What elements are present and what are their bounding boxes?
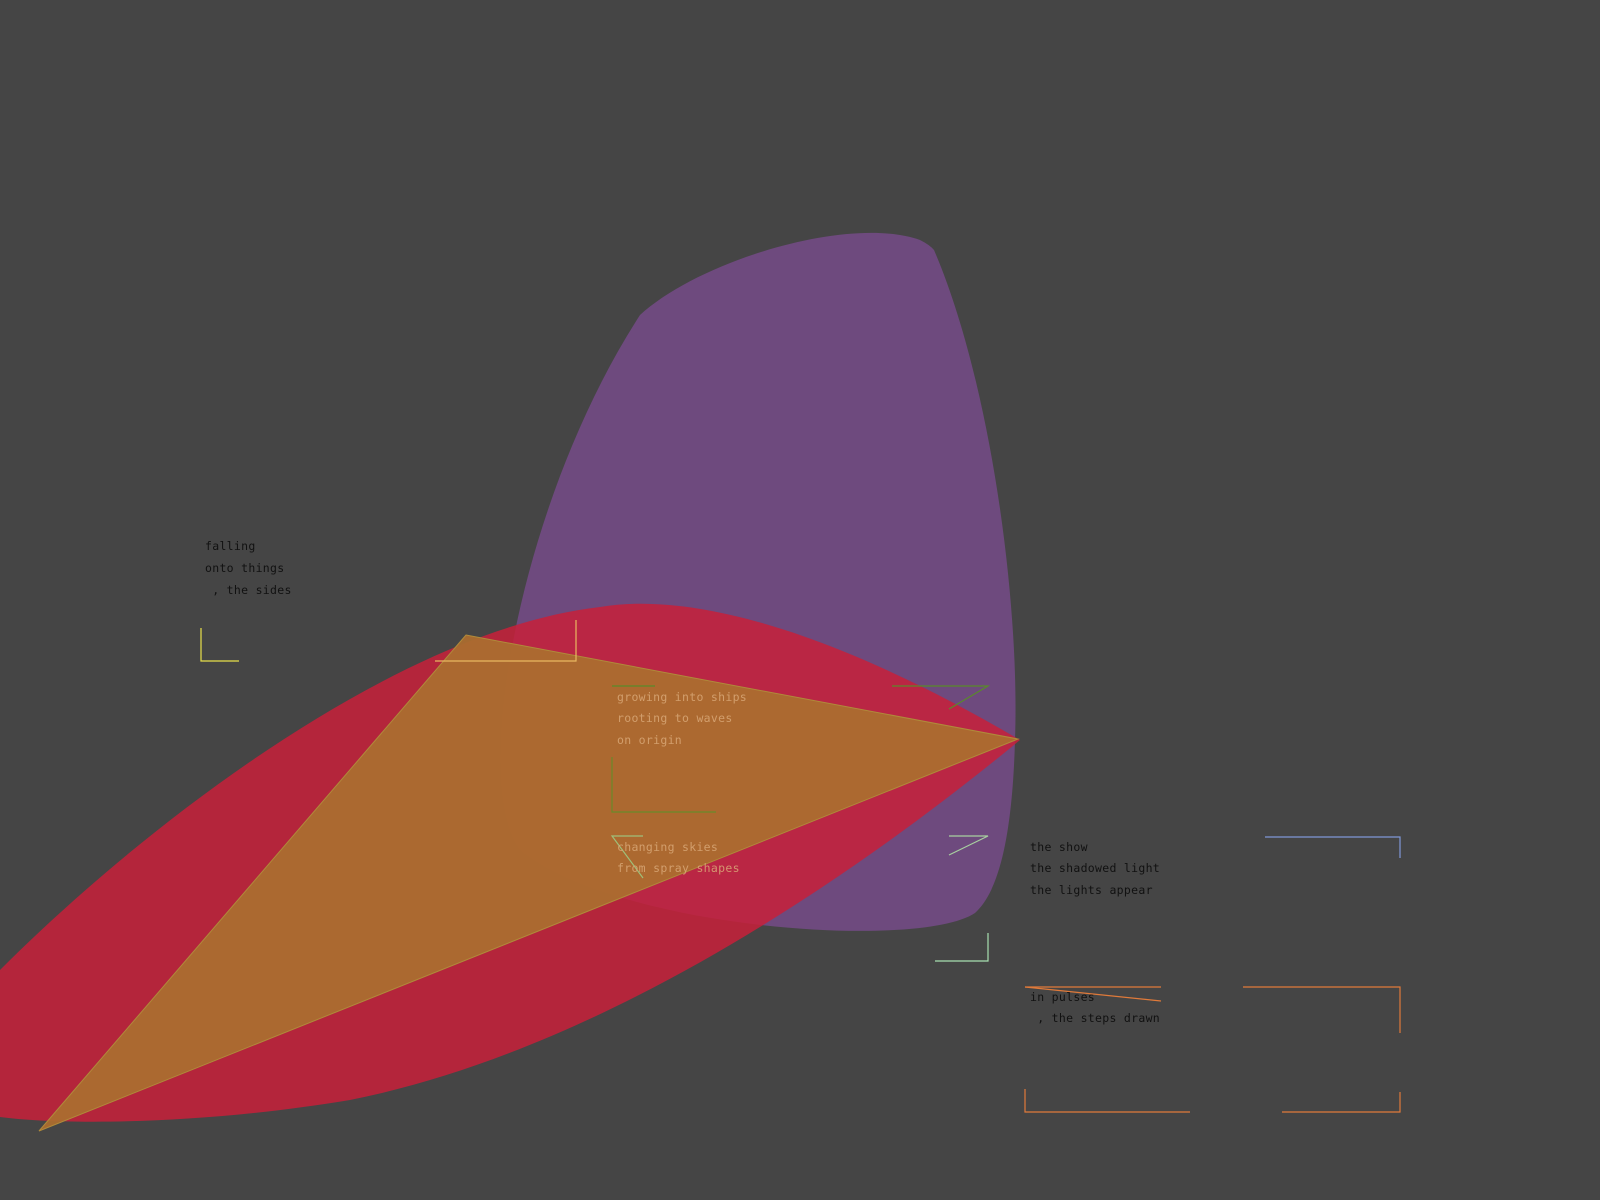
poem-line: , the steps drawn	[1030, 1011, 1161, 1025]
poem-line: in pulses	[1030, 990, 1096, 1004]
poem-line: falling	[205, 539, 256, 553]
poem-line: the show	[1030, 840, 1088, 854]
lightgreen-angle-line	[610, 835, 644, 879]
green-bracket-line	[611, 757, 716, 813]
orange-triangle-shape	[38, 634, 1020, 1132]
blue-bracket-line	[1265, 836, 1401, 858]
poem-line: on origin	[617, 733, 683, 747]
poem-line: onto things	[205, 561, 285, 575]
poem-line: rooting to waves	[617, 711, 733, 725]
poem-line: the shadowed light	[1030, 861, 1161, 875]
gold-bracket-line	[435, 620, 577, 662]
orange-bracket-bottom-right	[1282, 1092, 1401, 1113]
lightgreen-angle-line-right	[948, 835, 989, 856]
orange-bracket-bottom-left	[1024, 1089, 1190, 1113]
poem-line: the lights appear	[1030, 883, 1153, 897]
poem-line: growing into ships	[617, 690, 748, 704]
green-angle-line	[892, 685, 991, 710]
orange-diagonal-line	[1024, 986, 1162, 1002]
mint-bracket-line	[935, 933, 989, 962]
orange-bracket-top-right	[1243, 986, 1401, 1033]
poem-line: from spray shapes	[617, 861, 740, 875]
poem-line: , the sides	[205, 583, 292, 597]
yellow-bracket-line	[200, 628, 239, 662]
poem-line: changing skies	[617, 840, 719, 854]
